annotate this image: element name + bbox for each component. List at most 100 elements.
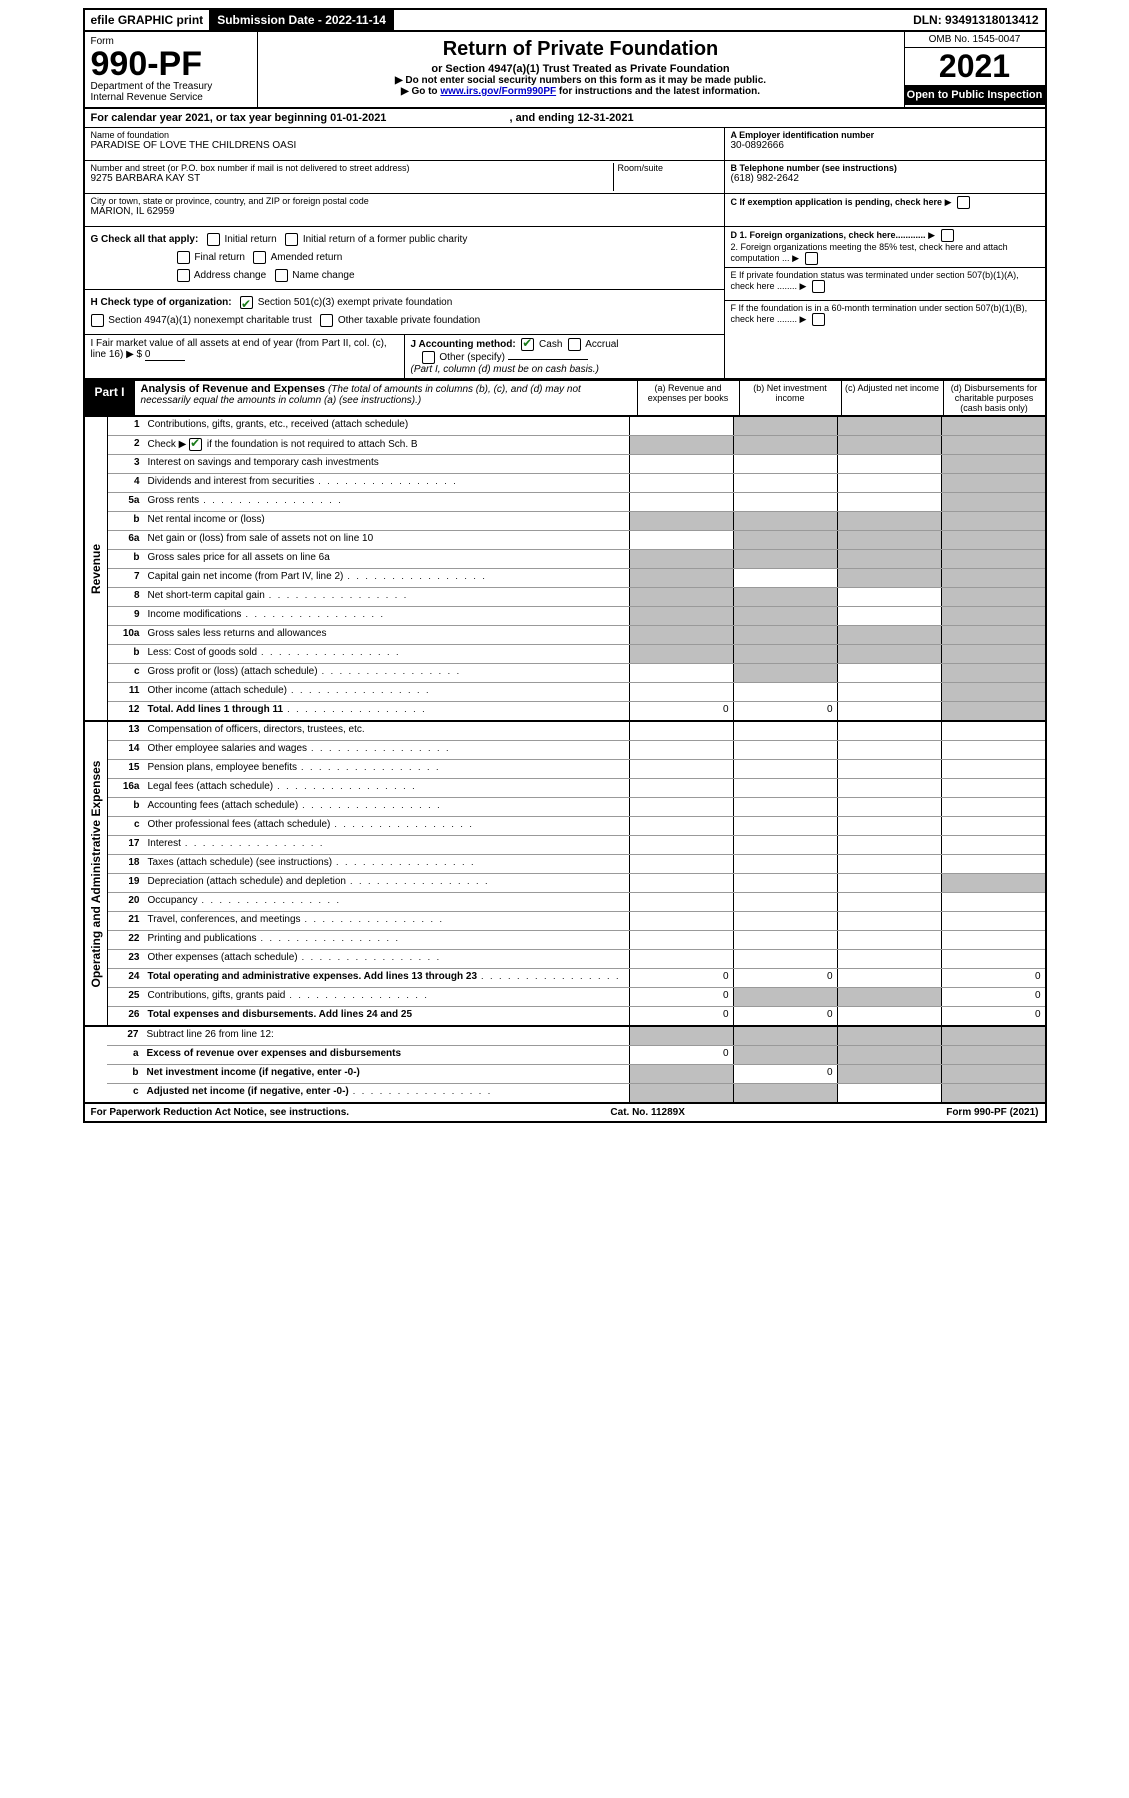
column-headers: (a) Revenue and expenses per books (b) N…	[637, 381, 1045, 415]
address-change-checkbox[interactable]	[177, 269, 190, 282]
cash-checkbox[interactable]	[521, 338, 534, 351]
501c3-checkbox[interactable]	[240, 296, 253, 309]
header-right: OMB No. 1545-0047 2021 Open to Public In…	[904, 32, 1045, 107]
a-cell: A Employer identification number 30-0892…	[725, 128, 1045, 161]
calendar-year-row: For calendar year 2021, or tax year begi…	[85, 109, 1045, 128]
d2-checkbox[interactable]	[805, 252, 818, 265]
a-label: A Employer identification number	[731, 130, 875, 140]
cal-begin: 01-01-2021	[330, 112, 386, 124]
ij-row: I Fair market value of all assets at end…	[85, 335, 724, 378]
name-change-checkbox[interactable]	[275, 269, 288, 282]
table-row: 22Printing and publications	[108, 931, 1045, 950]
g-row: G Check all that apply: Initial return I…	[85, 227, 724, 290]
info-right: A Employer identification number 30-0892…	[724, 128, 1045, 378]
other-method-checkbox[interactable]	[422, 351, 435, 364]
irs-label: Internal Revenue Service	[91, 92, 251, 103]
j-other: Other (specify)	[439, 352, 505, 363]
ein-value: 30-0892666	[731, 140, 784, 151]
initial-former-checkbox[interactable]	[285, 233, 298, 246]
table-row: 2Check ▶ if the foundation is not requir…	[108, 436, 1045, 455]
form-title: Return of Private Foundation	[264, 38, 898, 61]
amended-return-checkbox[interactable]	[253, 251, 266, 264]
revenue-side-label: Revenue	[85, 417, 108, 720]
b-label: B Telephone number (see instructions)	[731, 163, 897, 173]
table-row: 15Pension plans, employee benefits	[108, 760, 1045, 779]
form-number: 990-PF	[91, 47, 251, 81]
accrual-checkbox[interactable]	[568, 338, 581, 351]
d1-checkbox[interactable]	[941, 229, 954, 242]
f-checkbox[interactable]	[812, 313, 825, 326]
header-note2: ▶ Go to www.irs.gov/Form990PF for instru…	[264, 86, 898, 97]
d-cell: D 1. Foreign organizations, check here..…	[725, 227, 1045, 268]
4947-checkbox[interactable]	[91, 314, 104, 327]
c-cell: C If exemption application is pending, c…	[725, 194, 1045, 227]
expenses-side-label: Operating and Administrative Expenses	[85, 722, 108, 1025]
part1-header: Part I Analysis of Revenue and Expenses …	[85, 379, 1045, 417]
d1-label: D 1. Foreign organizations, check here..…	[731, 230, 926, 240]
g-final: Final return	[194, 252, 245, 263]
table-row: 6aNet gain or (loss) from sale of assets…	[108, 531, 1045, 550]
name-cell: Name of foundation PARADISE OF LOVE THE …	[85, 128, 724, 161]
table-row: cAdjusted net income (if negative, enter…	[107, 1084, 1045, 1102]
table-row: 7Capital gain net income (from Part IV, …	[108, 569, 1045, 588]
j-cell: J Accounting method: Cash Accrual Other …	[405, 335, 724, 378]
revenue-rows: 1Contributions, gifts, grants, etc., rec…	[108, 417, 1045, 720]
expense-rows: 13Compensation of officers, directors, t…	[108, 722, 1045, 1025]
table-row: 17Interest	[108, 836, 1045, 855]
table-row: 19Depreciation (attach schedule) and dep…	[108, 874, 1045, 893]
table-row: cGross profit or (loss) (attach schedule…	[108, 664, 1045, 683]
j-accrual: Accrual	[585, 339, 618, 350]
f-label: F If the foundation is in a 60-month ter…	[731, 303, 1028, 324]
other-taxable-checkbox[interactable]	[320, 314, 333, 327]
net-section: 27Subtract line 26 from line 12: aExcess…	[85, 1025, 1045, 1102]
e-checkbox[interactable]	[812, 280, 825, 293]
part1-desc: Analysis of Revenue and Expenses (The to…	[135, 381, 637, 415]
open-public: Open to Public Inspection	[905, 85, 1045, 105]
schb-checkbox[interactable]	[189, 438, 202, 451]
table-row: 20Occupancy	[108, 893, 1045, 912]
table-row: 4Dividends and interest from securities	[108, 474, 1045, 493]
dln-label: DLN: 93491318013412	[907, 10, 1044, 30]
part1-label: Part I	[85, 381, 135, 415]
expenses-section: Operating and Administrative Expenses 13…	[85, 720, 1045, 1025]
table-row: cOther professional fees (attach schedul…	[108, 817, 1045, 836]
info-left: Name of foundation PARADISE OF LOVE THE …	[85, 128, 724, 378]
j-label: J Accounting method:	[411, 339, 516, 350]
initial-return-checkbox[interactable]	[207, 233, 220, 246]
i-cell: I Fair market value of all assets at end…	[85, 335, 405, 378]
e-cell: E If private foundation status was termi…	[725, 268, 1045, 301]
g-amended: Amended return	[271, 252, 343, 263]
arrow-icon	[800, 314, 810, 324]
cal-mid: , and ending	[510, 112, 578, 124]
table-row: 10aGross sales less returns and allowanc…	[108, 626, 1045, 645]
final-return-checkbox[interactable]	[177, 251, 190, 264]
table-row: 5aGross rents	[108, 493, 1045, 512]
f-cell: F If the foundation is in a 60-month ter…	[725, 301, 1045, 333]
city-value: MARION, IL 62959	[91, 206, 718, 217]
c-checkbox[interactable]	[957, 196, 970, 209]
e-label: E If private foundation status was termi…	[731, 270, 1019, 291]
room-label: Room/suite	[618, 163, 718, 173]
form-header: Form 990-PF Department of the Treasury I…	[85, 32, 1045, 109]
table-row: 25Contributions, gifts, grants paid00	[108, 988, 1045, 1007]
c-label: C If exemption application is pending, c…	[731, 197, 943, 207]
table-row: bLess: Cost of goods sold	[108, 645, 1045, 664]
g-label: G Check all that apply:	[91, 234, 199, 245]
omb-label: OMB No. 1545-0047	[905, 32, 1045, 48]
table-row: 3Interest on savings and temporary cash …	[108, 455, 1045, 474]
part1-title: Analysis of Revenue and Expenses	[141, 383, 326, 395]
b-cell: B Telephone number (see instructions) (6…	[725, 161, 1045, 194]
g-initial-former: Initial return of a former public charit…	[303, 234, 468, 245]
form-page: efile GRAPHIC print Submission Date - 20…	[83, 8, 1047, 1123]
page-footer: For Paperwork Reduction Act Notice, see …	[85, 1102, 1045, 1121]
table-row: 27Subtract line 26 from line 12:	[107, 1027, 1045, 1046]
footer-mid: Cat. No. 11289X	[610, 1107, 684, 1118]
arrow-icon	[800, 281, 810, 291]
col-a-header: (a) Revenue and expenses per books	[637, 381, 739, 415]
table-row: bNet rental income or (loss)	[108, 512, 1045, 531]
j-note: (Part I, column (d) must be on cash basi…	[411, 364, 599, 375]
form-subtitle: or Section 4947(a)(1) Trust Treated as P…	[264, 63, 898, 75]
arrow-icon	[928, 230, 938, 240]
form-link[interactable]: www.irs.gov/Form990PF	[440, 86, 556, 97]
tax-year: 2021	[905, 48, 1045, 85]
